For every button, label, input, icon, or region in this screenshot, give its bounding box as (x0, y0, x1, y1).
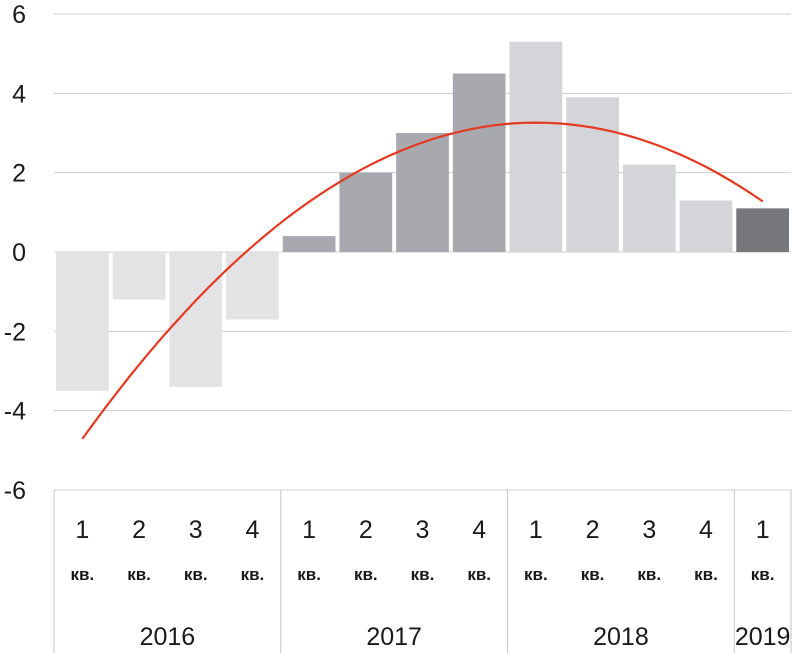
x-quarter-label: 1 (529, 516, 543, 544)
y-tick-label: -4 (4, 398, 26, 426)
x-quarter-label: 4 (699, 516, 713, 544)
y-tick-label: 0 (12, 239, 26, 267)
x-year-label: 2018 (593, 623, 649, 651)
bars (55, 41, 790, 391)
x-quarter-label: 4 (245, 516, 259, 544)
bar (736, 208, 790, 252)
x-quarter-label: 3 (416, 516, 430, 544)
bar (282, 236, 336, 252)
y-tick-label: 4 (12, 80, 26, 108)
x-year-label: 2016 (140, 623, 196, 651)
x-quarter-label: 2 (132, 516, 146, 544)
x-axis: 1 кв. 2 кв. 3 кв. 4 кв. 1 кв. 2 кв. 3 кв. 4 кв. 1 кв. 2 кв.… (53, 490, 792, 653)
x-quarter-suffix: кв. (694, 565, 718, 584)
y-tick-label: 2 (12, 160, 26, 188)
bar (566, 97, 619, 252)
bar (55, 252, 109, 391)
bar (509, 41, 563, 253)
bar (339, 172, 393, 252)
bar (452, 73, 506, 252)
y-tick-label: -6 (4, 477, 26, 505)
x-quarter-suffix: кв. (411, 565, 435, 584)
x-quarter-suffix: кв. (71, 565, 95, 584)
x-quarter-label: 3 (189, 516, 203, 544)
x-quarter-label: 4 (472, 516, 486, 544)
x-quarter-suffix: кв. (581, 565, 605, 584)
bar (112, 252, 166, 300)
x-year-label: 2017 (366, 623, 422, 651)
x-quarter-label: 2 (586, 516, 600, 544)
x-quarter-suffix: кв. (297, 565, 321, 584)
y-axis-ticks: 6 4 2 0 -2 -4 -6 (4, 1, 26, 505)
x-quarter-suffix: кв. (241, 565, 265, 584)
x-quarter-label: 2 (359, 516, 373, 544)
y-tick-label: -2 (4, 318, 26, 346)
x-quarter-suffix: кв. (354, 565, 378, 584)
x-quarter-label: 1 (756, 516, 770, 544)
x-quarter-label: 1 (75, 516, 89, 544)
x-quarter-suffix: кв. (637, 565, 661, 584)
bar (622, 164, 676, 252)
bar (679, 200, 733, 252)
x-quarter-label: 1 (302, 516, 316, 544)
y-tick-label: 6 (12, 1, 26, 29)
x-quarter-label: 3 (642, 516, 656, 544)
x-quarter-suffix: кв. (524, 565, 548, 584)
x-quarter-suffix: кв. (467, 565, 491, 584)
x-year-label: 2019 (735, 623, 791, 651)
trend-line-path (81, 121, 764, 440)
x-quarter-suffix: кв. (184, 565, 208, 584)
trend-line (81, 121, 764, 440)
x-quarter-suffix: кв. (751, 565, 775, 584)
x-quarter-suffix: кв. (127, 565, 151, 584)
bar (396, 133, 449, 252)
